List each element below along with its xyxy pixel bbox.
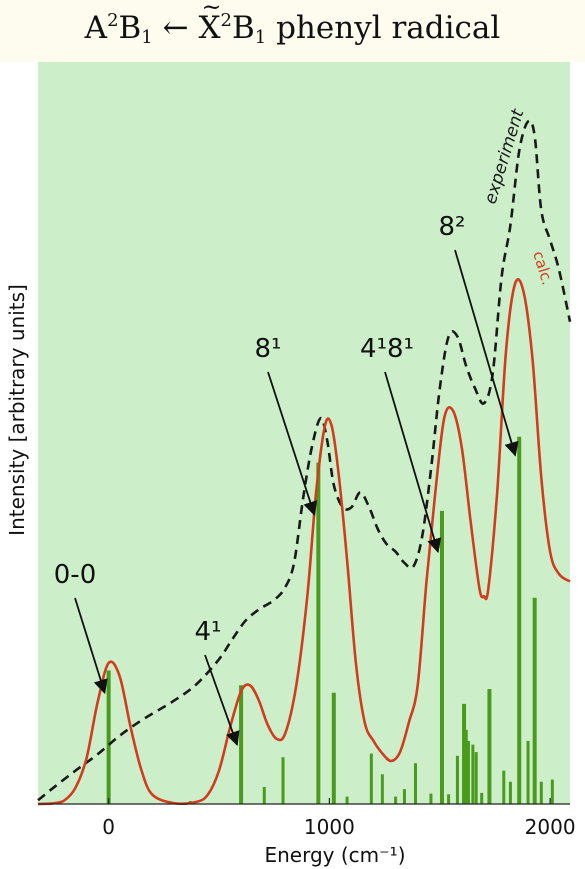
annotation-label-3: 4¹8¹	[360, 334, 414, 364]
plot-area	[38, 62, 570, 804]
title-molecule: phenyl radical	[276, 10, 501, 46]
title-upper-symmetry: B	[118, 10, 142, 46]
annotation-arrow-4	[454, 249, 519, 457]
title-upper-subscript: 1	[141, 27, 153, 48]
title-upper-multiplicity: 2	[107, 10, 119, 31]
title-lower-state: X	[198, 0, 221, 46]
x-tick-label-0: 0	[102, 815, 115, 839]
x-axis-label: Energy (cm⁻¹)	[264, 843, 405, 867]
annotation-arrow-0	[74, 597, 108, 695]
title-lower-multiplicity: 2	[220, 10, 232, 31]
annotation-label-0: 0-0	[54, 560, 96, 590]
experiment-curve	[37, 119, 572, 802]
title-upper-state: A	[84, 10, 108, 46]
title-band	[0, 0, 585, 62]
annotation-label-2: 8¹	[255, 334, 282, 364]
x-axis-ticks: 0 1000 2000	[102, 798, 576, 839]
curves-layer	[37, 119, 572, 806]
annotation-arrow-1	[204, 654, 240, 746]
x-tick-label-1: 1000	[304, 815, 355, 839]
annotation-arrow-3	[384, 371, 442, 554]
x-tick-label-2: 2000	[525, 815, 576, 839]
calc-curve	[37, 278, 571, 806]
annotation-label-1: 4¹	[195, 617, 222, 647]
title-lower-subscript: 1	[254, 27, 267, 48]
title-arrow: ←	[162, 10, 189, 46]
y-axis-label: Intensity [arbitrary units]	[5, 284, 29, 536]
annotation-arrow-2	[267, 371, 318, 516]
title-lower-symmetry: B	[231, 10, 255, 46]
chart-title: A2B1 ← X2B1 phenyl radical	[0, 0, 585, 48]
annotation-label-4: 8²	[439, 212, 466, 242]
